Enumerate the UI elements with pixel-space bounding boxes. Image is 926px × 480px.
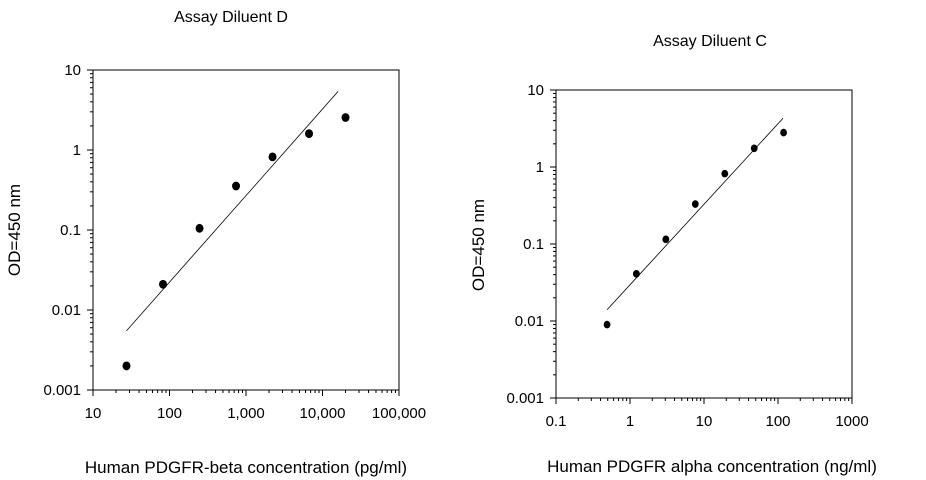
x-tick-labels: 10 100 1,000 10,000 100,000 bbox=[85, 405, 426, 422]
data-point bbox=[603, 320, 611, 329]
y-tick-label: 0.1 bbox=[60, 222, 81, 239]
data-point bbox=[721, 169, 729, 178]
data-point bbox=[632, 270, 640, 278]
chart-diluent-c: Assay Diluent C 0.1 1 10 100 1000 0.0010.010… bbox=[469, 33, 877, 476]
x-tick-labels: 0.1 1 10 100 1000 bbox=[546, 413, 869, 430]
x-tick-label: 100,000 bbox=[372, 405, 426, 422]
y-tick-label: 1 bbox=[536, 159, 544, 176]
data-point bbox=[750, 144, 758, 153]
data-point bbox=[268, 152, 277, 162]
data-point bbox=[780, 128, 787, 137]
plot-frame bbox=[92, 69, 400, 391]
y-tick-label: 0.01 bbox=[52, 302, 81, 319]
data-point bbox=[232, 181, 241, 191]
x-tick-label: 10,000 bbox=[300, 405, 346, 422]
axis-ticks bbox=[87, 69, 400, 396]
data-point bbox=[195, 223, 204, 233]
y-tick-label: 0.001 bbox=[506, 390, 544, 407]
chart-title: Assay Diluent D bbox=[174, 9, 288, 26]
axis-ticks bbox=[550, 89, 853, 404]
x-tick-label: 1,000 bbox=[227, 405, 265, 422]
x-axis-label: Human PDGFR alpha concentration (ng/ml) bbox=[547, 457, 877, 476]
data-point bbox=[662, 235, 670, 244]
data-point bbox=[341, 113, 350, 122]
y-axis-label: OD=450 nm bbox=[5, 184, 24, 276]
y-tick-label: 1 bbox=[73, 142, 81, 159]
y-tick-labels: 0.001 0.01 0.1 1 10 bbox=[506, 82, 544, 407]
data-point bbox=[691, 200, 699, 208]
x-tick-label: 100 bbox=[765, 413, 790, 430]
x-tick-label: 0.1 bbox=[546, 413, 567, 430]
y-tick-labels: 0.001 0.01 0.1 1 10 bbox=[43, 62, 81, 399]
chart-diluent-d: Assay Diluent D 10 100 1,000 10,000 100,000 … bbox=[5, 9, 426, 477]
x-tick-label: 1000 bbox=[835, 413, 868, 430]
data-point bbox=[305, 129, 314, 139]
x-tick-label: 10 bbox=[85, 405, 102, 422]
y-tick-label: 0.1 bbox=[523, 236, 544, 253]
y-tick-label: 10 bbox=[527, 82, 544, 99]
y-tick-label: 0.01 bbox=[515, 313, 544, 330]
x-tick-label: 100 bbox=[157, 405, 182, 422]
data-points bbox=[603, 128, 787, 329]
y-axis-label: OD=450 nm bbox=[469, 199, 488, 291]
chart-title: Assay Diluent C bbox=[653, 33, 767, 50]
regression-line bbox=[126, 91, 339, 332]
data-points bbox=[122, 113, 350, 371]
x-tick-label: 1 bbox=[626, 413, 634, 430]
data-point bbox=[159, 279, 168, 289]
x-axis-label: Human PDGFR-beta concentration (pg/ml) bbox=[85, 458, 407, 477]
data-point bbox=[122, 361, 131, 371]
x-tick-label: 10 bbox=[696, 413, 713, 430]
y-tick-label: 10 bbox=[64, 62, 81, 79]
plot-frame bbox=[555, 89, 853, 399]
y-tick-label: 0.001 bbox=[43, 382, 81, 399]
